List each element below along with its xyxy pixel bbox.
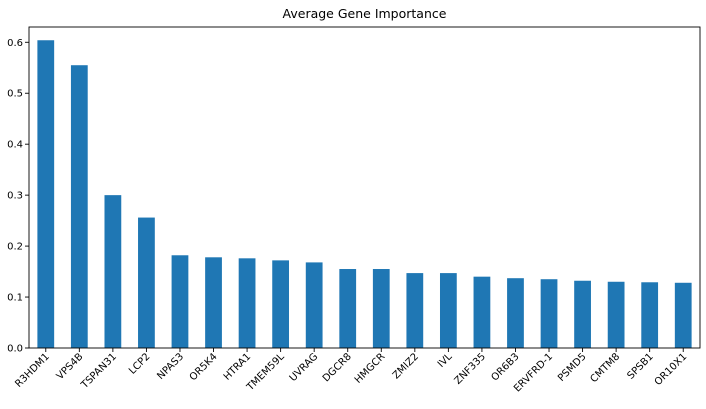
bar-zmiz2 [406, 273, 424, 348]
bar-lcp2 [138, 217, 155, 348]
bar-tmem59l [272, 260, 290, 348]
bar-uvrag [305, 262, 323, 348]
x-tick-label: HMGCR [353, 351, 388, 386]
x-tick-label: VPS4B [55, 351, 86, 382]
bar-psmd5 [574, 280, 591, 348]
y-tick-label: 0.4 [7, 140, 23, 151]
bar-cmtm8 [607, 281, 625, 348]
x-tick-label: DGCR8 [321, 351, 354, 384]
bar-ervfrd-1 [540, 279, 558, 348]
y-tick-label: 0.0 [7, 344, 23, 355]
bar-or6b3 [507, 278, 524, 348]
x-tick-label: IVL [436, 351, 455, 370]
bar-tspan31 [104, 195, 122, 348]
bar-npas3 [171, 255, 189, 348]
x-tick-label: PSMD5 [556, 351, 589, 384]
bars-layer [37, 40, 692, 349]
bar-htra1 [238, 258, 256, 348]
bar-znf335 [473, 276, 491, 348]
bar-spsb1 [641, 282, 659, 348]
bar-ivl [439, 273, 457, 348]
x-tick-label: OR10X1 [653, 351, 690, 388]
x-tick-label: HTRA1 [222, 351, 253, 382]
bar-hmgcr [372, 269, 390, 348]
bar-r3hdm1 [37, 40, 55, 348]
x-tick-label: R3HDM1 [13, 351, 52, 390]
x-tick-label: OR5K4 [188, 351, 220, 383]
x-tick-label: LCP2 [127, 351, 152, 376]
x-tick-label: TSPAN31 [79, 351, 119, 391]
x-tick-label: ZMIZ2 [391, 351, 421, 381]
x-tick-label: CMTM8 [589, 351, 623, 385]
x-tick-label: ZNF335 [453, 351, 488, 386]
bar-or5k4 [205, 257, 222, 348]
x-tick-label: NPAS3 [155, 351, 186, 382]
y-tick-label: 0.1 [7, 293, 23, 304]
y-tick-label: 0.6 [7, 38, 23, 49]
bar-or10x1 [674, 282, 692, 348]
x-tick-label: OR6B3 [489, 351, 521, 383]
bar-dgcr8 [339, 269, 357, 348]
y-tick-label: 0.5 [7, 89, 23, 100]
chart-title: Average Gene Importance [283, 6, 447, 21]
y-tick-label: 0.3 [7, 191, 23, 202]
x-tick-label: SPSB1 [625, 351, 655, 381]
y-tick-label: 0.2 [7, 242, 23, 253]
bar-vps4b [70, 65, 88, 349]
plot-frame [28, 26, 701, 349]
x-tick-label: UVRAG [288, 351, 321, 384]
